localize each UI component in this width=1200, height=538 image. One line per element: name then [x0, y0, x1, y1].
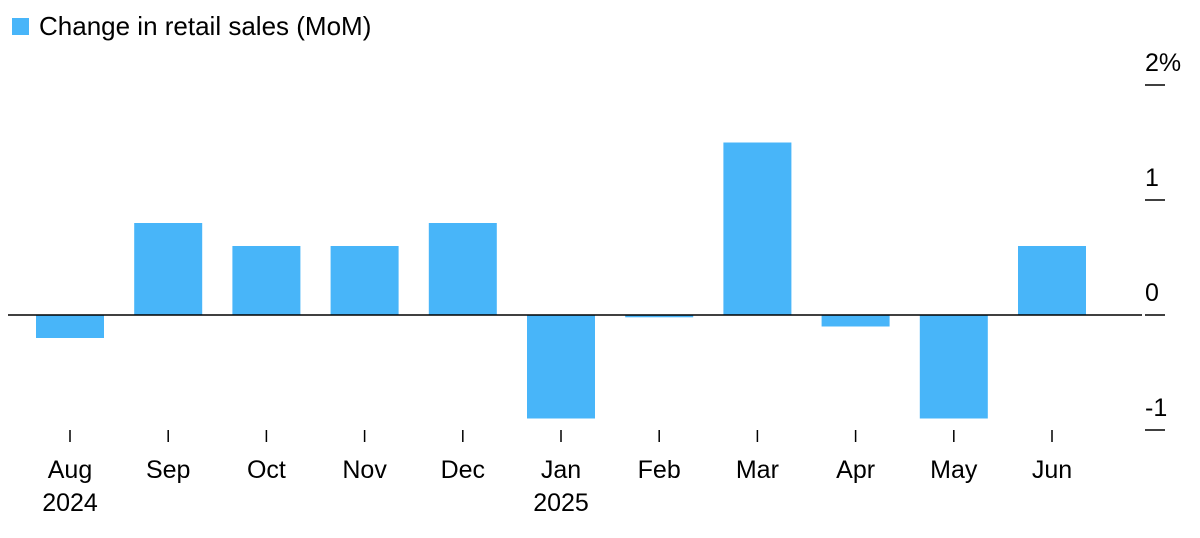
x-tick-label: Dec — [441, 456, 485, 484]
bars-group — [36, 142, 1086, 419]
x-tick-label: Sep — [146, 456, 190, 484]
x-tick-label: Oct — [247, 456, 286, 484]
bar-mar — [723, 142, 792, 315]
bar-dec — [428, 223, 497, 315]
bar-apr — [821, 315, 890, 327]
bar-feb — [625, 315, 694, 318]
y-axis: 2% 1 0 -1 — [1145, 49, 1181, 431]
x-tick-label: Feb — [638, 456, 681, 484]
y-tick-label: -1 — [1145, 394, 1167, 422]
legend-label: Change in retail sales (MoM) — [39, 11, 372, 41]
x-tick-label: May — [930, 456, 978, 484]
y-tick-label: 1 — [1145, 164, 1159, 192]
x-tick-label: Nov — [342, 456, 387, 484]
x-year-label: 2024 — [42, 489, 98, 517]
bar-may — [919, 315, 988, 419]
bar-jun — [1018, 246, 1086, 315]
bar-jan — [527, 315, 595, 419]
y-tick-label: 2% — [1145, 49, 1181, 77]
bar-aug — [36, 315, 104, 338]
legend: Change in retail sales (MoM) — [12, 8, 371, 44]
x-tick-label: Mar — [736, 456, 779, 484]
x-tick-label: Aug — [48, 456, 92, 484]
bar-oct — [232, 246, 301, 315]
x-tick-label: Jun — [1032, 456, 1072, 484]
legend-swatch — [12, 17, 29, 35]
bar-nov — [330, 246, 399, 315]
x-year-label: 2025 — [533, 489, 589, 517]
x-tick-label: Apr — [836, 456, 875, 484]
x-axis: Aug 2024 Sep Oct Nov Dec Jan 2025 Feb Mar Apr May Ju… — [42, 430, 1072, 517]
y-tick-label: 0 — [1145, 279, 1159, 307]
x-tick-label: Jan — [541, 456, 581, 484]
bar-sep — [134, 223, 203, 315]
